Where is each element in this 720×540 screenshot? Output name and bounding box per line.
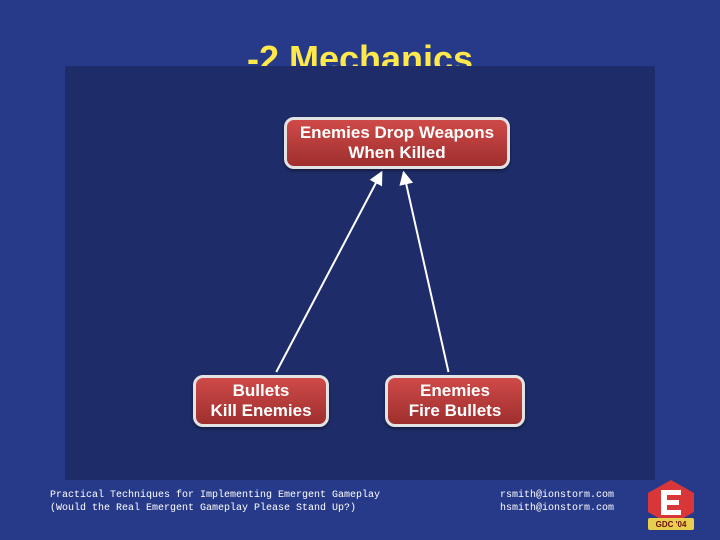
diagram-node-left: Bullets Kill Enemies [193, 375, 329, 427]
diagram-edge [404, 172, 449, 372]
diagram-node-top: Enemies Drop Weapons When Killed [284, 117, 510, 169]
diagram-node-label: Bullets Kill Enemies [204, 379, 317, 422]
slide: -2 Mechanics Enemies Drop Weapons When K… [0, 0, 720, 540]
logo-e-glyph [661, 490, 681, 515]
diagram-edge [276, 172, 381, 372]
footer-right: rsmith@ionstorm.com hsmith@ionstorm.com [500, 490, 614, 515]
diagram-node-label: Enemies Drop Weapons When Killed [294, 121, 500, 164]
diagram-node-label: Enemies Fire Bullets [403, 379, 508, 422]
evolve-logo: GDC '04 [644, 478, 698, 532]
footer-left: Practical Techniques for Implementing Em… [50, 490, 380, 515]
diagram-node-right: Enemies Fire Bullets [385, 375, 525, 427]
logo-banner-text: GDC '04 [656, 520, 687, 529]
diagram-area: Enemies Drop Weapons When Killed Bullets … [65, 66, 655, 480]
